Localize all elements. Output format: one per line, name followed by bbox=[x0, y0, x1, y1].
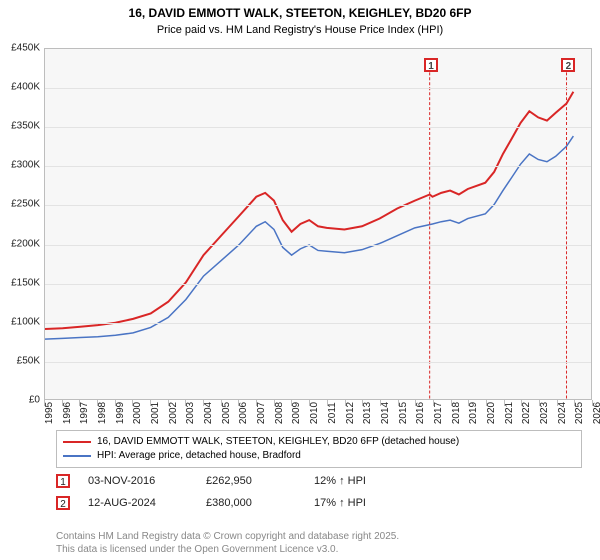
sale-date: 03-NOV-2016 bbox=[88, 475, 188, 487]
gridline bbox=[45, 88, 591, 89]
x-axis-label: 2022 bbox=[521, 402, 532, 424]
x-axis-label: 2016 bbox=[415, 402, 426, 424]
y-axis-label: £250K bbox=[0, 199, 40, 210]
x-axis-label: 2006 bbox=[238, 402, 249, 424]
x-axis-label: 1998 bbox=[97, 402, 108, 424]
sale-price: £380,000 bbox=[206, 497, 296, 509]
gridline bbox=[45, 245, 591, 246]
y-axis-label: £350K bbox=[0, 121, 40, 132]
footer-line-1: Contains HM Land Registry data © Crown c… bbox=[56, 531, 399, 542]
x-axis-label: 2020 bbox=[486, 402, 497, 424]
legend-label: 16, DAVID EMMOTT WALK, STEETON, KEIGHLEY… bbox=[97, 435, 459, 449]
gridline bbox=[45, 166, 591, 167]
x-axis-label: 2009 bbox=[291, 402, 302, 424]
y-axis-label: £200K bbox=[0, 238, 40, 249]
gridline bbox=[45, 205, 591, 206]
gridline bbox=[45, 284, 591, 285]
x-axis-label: 2018 bbox=[451, 402, 462, 424]
x-axis-label: 1996 bbox=[62, 402, 73, 424]
x-axis-label: 2008 bbox=[274, 402, 285, 424]
x-axis-label: 2025 bbox=[574, 402, 585, 424]
sale-marker-box: 1 bbox=[424, 58, 438, 72]
chart-root: 16, DAVID EMMOTT WALK, STEETON, KEIGHLEY… bbox=[0, 0, 600, 560]
legend-row: HPI: Average price, detached house, Brad… bbox=[63, 449, 575, 463]
y-axis-label: £150K bbox=[0, 277, 40, 288]
footer-line-2: This data is licensed under the Open Gov… bbox=[56, 544, 338, 555]
legend: 16, DAVID EMMOTT WALK, STEETON, KEIGHLEY… bbox=[56, 430, 582, 468]
sale-date: 12-AUG-2024 bbox=[88, 497, 188, 509]
legend-row: 16, DAVID EMMOTT WALK, STEETON, KEIGHLEY… bbox=[63, 435, 575, 449]
gridline bbox=[45, 127, 591, 128]
sale-marker-box: 2 bbox=[561, 58, 575, 72]
sale-row: 1 03-NOV-2016 £262,950 12% ↑ HPI bbox=[56, 474, 414, 488]
y-axis-label: £450K bbox=[0, 43, 40, 54]
y-axis-label: £50K bbox=[0, 355, 40, 366]
x-axis-label: 2001 bbox=[150, 402, 161, 424]
x-axis-label: 2012 bbox=[345, 402, 356, 424]
x-axis-label: 2024 bbox=[557, 402, 568, 424]
x-axis-label: 2015 bbox=[398, 402, 409, 424]
title-line-2: Price paid vs. HM Land Registry's House … bbox=[157, 24, 443, 36]
x-axis-label: 2021 bbox=[504, 402, 515, 424]
plot-area: 12 bbox=[44, 48, 592, 400]
x-axis-label: 2026 bbox=[592, 402, 600, 424]
x-axis-label: 2014 bbox=[380, 402, 391, 424]
x-axis-label: 2003 bbox=[185, 402, 196, 424]
gridline bbox=[45, 362, 591, 363]
sale-row-marker: 1 bbox=[56, 474, 70, 488]
sale-pct: 17% ↑ HPI bbox=[314, 497, 414, 509]
y-axis-label: £400K bbox=[0, 82, 40, 93]
title-line-1: 16, DAVID EMMOTT WALK, STEETON, KEIGHLEY… bbox=[129, 6, 472, 20]
gridline bbox=[45, 323, 591, 324]
x-axis-label: 2010 bbox=[309, 402, 320, 424]
y-axis-label: £0 bbox=[0, 395, 40, 406]
x-axis-label: 2007 bbox=[256, 402, 267, 424]
y-axis-label: £300K bbox=[0, 160, 40, 171]
legend-swatch bbox=[63, 455, 91, 457]
x-axis-label: 2017 bbox=[433, 402, 444, 424]
x-axis-label: 1997 bbox=[79, 402, 90, 424]
x-axis-label: 2002 bbox=[168, 402, 179, 424]
x-axis-label: 2023 bbox=[539, 402, 550, 424]
x-axis-label: 2005 bbox=[221, 402, 232, 424]
line-chart-svg bbox=[45, 49, 591, 399]
y-axis-label: £100K bbox=[0, 316, 40, 327]
x-axis-label: 2011 bbox=[327, 402, 338, 424]
plot-wrap: 12 £0£50K£100K£150K£200K£250K£300K£350K£… bbox=[44, 48, 592, 420]
x-axis-label: 2013 bbox=[362, 402, 373, 424]
legend-label: HPI: Average price, detached house, Brad… bbox=[97, 449, 301, 463]
chart-title: 16, DAVID EMMOTT WALK, STEETON, KEIGHLEY… bbox=[0, 0, 600, 37]
sale-row-marker: 2 bbox=[56, 496, 70, 510]
footer-attribution: Contains HM Land Registry data © Crown c… bbox=[56, 530, 399, 556]
x-axis-label: 2004 bbox=[203, 402, 214, 424]
x-axis-label: 2019 bbox=[468, 402, 479, 424]
x-axis-label: 2000 bbox=[132, 402, 143, 424]
x-axis-label: 1999 bbox=[115, 402, 126, 424]
sale-row: 2 12-AUG-2024 £380,000 17% ↑ HPI bbox=[56, 496, 414, 510]
legend-swatch bbox=[63, 441, 91, 443]
sale-price: £262,950 bbox=[206, 475, 296, 487]
sale-pct: 12% ↑ HPI bbox=[314, 475, 414, 487]
x-axis-label: 1995 bbox=[44, 402, 55, 424]
